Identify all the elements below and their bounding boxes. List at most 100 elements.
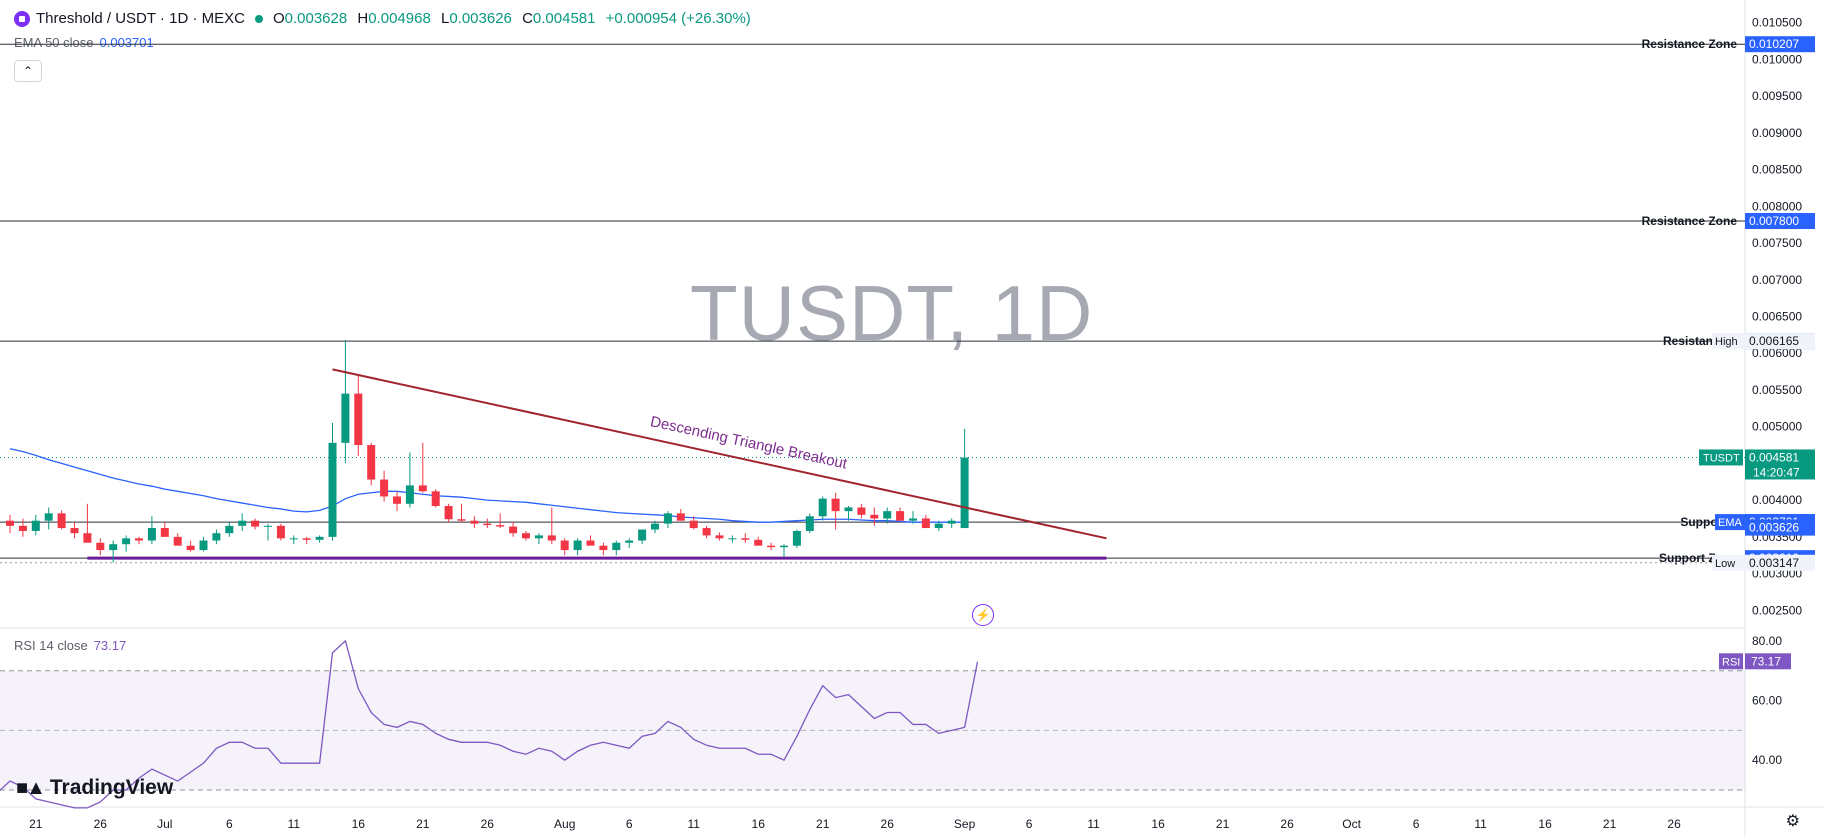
candle-body: [728, 538, 736, 539]
candle-body: [599, 546, 607, 550]
x-tick-label: 26: [1667, 817, 1681, 831]
y-tick-label: 0.009500: [1752, 89, 1802, 103]
rsi-tag-name: RSI: [1722, 656, 1740, 668]
candle-body: [651, 524, 659, 530]
candle-body: [470, 521, 478, 524]
candle-body: [625, 541, 633, 543]
tradingview-logo[interactable]: ■▲ TradingView: [16, 776, 173, 800]
candle-body: [483, 524, 491, 525]
x-tick-label: 26: [481, 817, 495, 831]
candle-body: [922, 518, 930, 528]
annotation-label: Descending Triangle Breakout: [649, 413, 850, 473]
x-tick-label: 6: [1413, 817, 1420, 831]
candle-body: [406, 485, 414, 503]
x-tick-label: 6: [226, 817, 233, 831]
candle-body: [83, 533, 91, 543]
candle-body: [58, 513, 66, 528]
x-tick-label: 16: [1151, 817, 1165, 831]
rsi-y-tick-label: 60.00: [1752, 694, 1782, 708]
candle-body: [264, 526, 272, 527]
x-tick-label: Jul: [157, 817, 172, 831]
candle-body: [832, 499, 840, 511]
x-tick-label: 11: [687, 817, 700, 831]
candle-body: [806, 516, 814, 531]
tradingview-wordmark: TradingView: [50, 776, 173, 800]
x-tick-label: 21: [1216, 817, 1230, 831]
candle-body: [32, 521, 40, 531]
candle-body: [703, 528, 711, 535]
candle-body: [432, 491, 440, 506]
y-tick-label: 0.008000: [1752, 199, 1802, 213]
price-tag-name: TUSDT: [1703, 452, 1740, 464]
level-price-label: 0.007800: [1749, 214, 1799, 228]
y-tick-label: 0.009000: [1752, 126, 1802, 140]
extreme-value-label: 0.003147: [1749, 556, 1799, 570]
candle-body: [948, 521, 956, 524]
candle-body: [548, 535, 556, 540]
x-tick-label: 6: [626, 817, 633, 831]
x-tick-label: 16: [752, 817, 766, 831]
y-tick-label: 0.007000: [1752, 273, 1802, 287]
candle-body: [71, 528, 79, 533]
candle-body: [870, 515, 878, 519]
candle-body: [690, 521, 698, 528]
candle-body: [677, 513, 685, 520]
candle-body: [935, 524, 943, 528]
x-tick-label: 16: [352, 817, 366, 831]
candle-body: [290, 538, 298, 539]
candle-body: [780, 546, 788, 547]
x-tick-label: 6: [1026, 817, 1033, 831]
candle-body: [612, 543, 620, 550]
candle-body: [754, 540, 762, 546]
lightning-icon[interactable]: ⚡: [972, 604, 994, 626]
rsi-legend[interactable]: RSI 14 close 73.17: [14, 638, 126, 653]
price-tag-name: EMA: [1718, 517, 1743, 529]
candle-body: [664, 513, 672, 523]
gear-icon[interactable]: ⚙: [1786, 811, 1800, 831]
rsi-tag-value: 73.17: [1751, 654, 1781, 668]
candle-body: [200, 541, 208, 551]
x-tick-label: 26: [881, 817, 895, 831]
level-label: Resistance Zone: [1642, 214, 1738, 228]
candle-body: [161, 528, 169, 537]
candle-body: [212, 533, 220, 540]
x-tick-label: 21: [816, 817, 830, 831]
rsi-legend-label: RSI 14 close: [14, 638, 88, 653]
x-tick-label: 11: [1087, 817, 1100, 831]
candle-body: [509, 527, 517, 534]
candle-body: [225, 526, 233, 533]
candle-body: [896, 511, 904, 521]
candle-body: [238, 521, 246, 526]
y-tick-label: 0.007500: [1752, 236, 1802, 250]
candle-body: [341, 394, 349, 443]
candle-body: [393, 496, 401, 503]
tradingview-mark-icon: ■▲: [16, 777, 44, 800]
candle-body: [496, 525, 504, 526]
candle-body: [6, 521, 14, 526]
extreme-tag-label: Low: [1715, 558, 1735, 570]
candle-body: [741, 538, 749, 539]
x-tick-label: 21: [29, 817, 43, 831]
x-tick-label: Aug: [554, 817, 575, 831]
candle-body: [135, 538, 143, 540]
candle-body: [419, 485, 427, 491]
candle-body: [767, 546, 775, 547]
candle-body: [367, 445, 375, 480]
candle-body: [445, 506, 453, 519]
y-tick-label: 0.006500: [1752, 310, 1802, 324]
candle-body: [45, 513, 53, 520]
candle-body: [187, 546, 195, 550]
candle-body: [716, 535, 724, 538]
candle-body: [909, 518, 917, 520]
candle-body: [638, 530, 646, 541]
y-tick-label: 0.010500: [1752, 16, 1802, 30]
price-tag-value: 0.003626: [1749, 521, 1799, 535]
candle-body: [354, 394, 362, 445]
x-tick-label: 11: [1474, 817, 1487, 831]
candle-body: [961, 458, 969, 529]
x-tick-label: 26: [94, 817, 108, 831]
candle-body: [561, 541, 569, 551]
rsi-legend-value: 73.17: [94, 638, 127, 653]
candle-body: [174, 537, 182, 546]
